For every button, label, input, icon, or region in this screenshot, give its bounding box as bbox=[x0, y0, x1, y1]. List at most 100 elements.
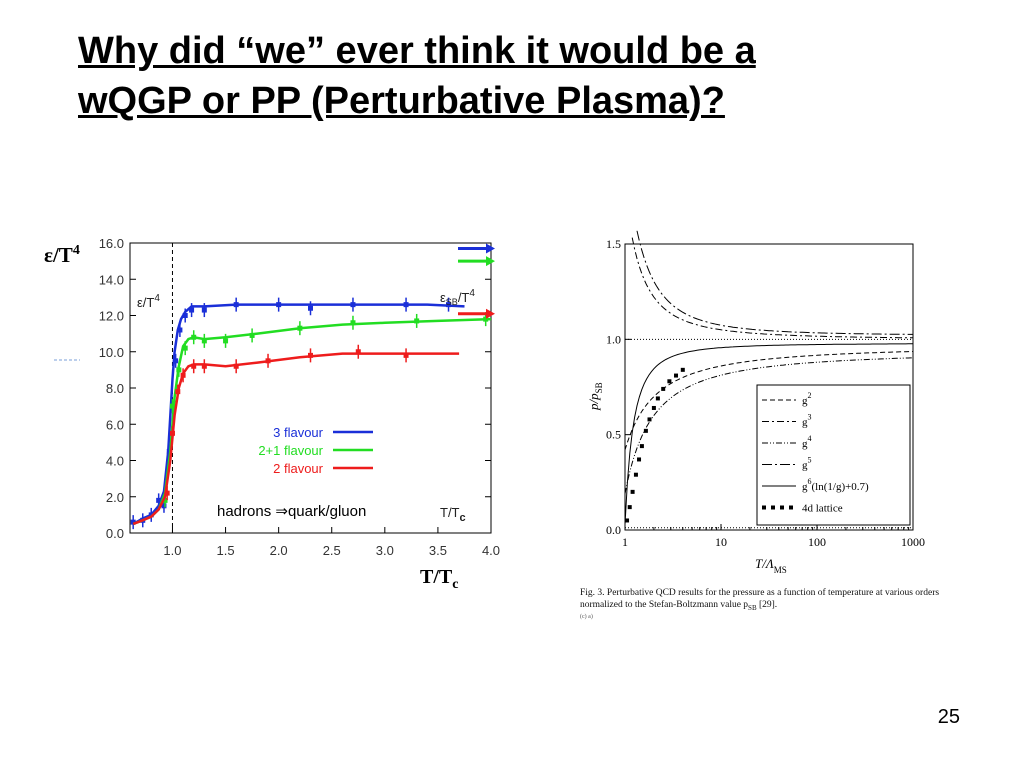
lattice-point bbox=[651, 405, 656, 410]
y-tick-label: 0.0 bbox=[606, 523, 621, 537]
legend-label: g2 bbox=[802, 391, 812, 407]
x-tick-label: 2.0 bbox=[270, 543, 288, 558]
data-point bbox=[182, 345, 188, 351]
data-point bbox=[223, 338, 229, 344]
curve-g2 bbox=[624, 351, 913, 451]
right-x-axis-label: T/ΛMS bbox=[755, 556, 787, 575]
page-number: 25 bbox=[937, 706, 960, 728]
data-point bbox=[191, 363, 197, 369]
sb-arrow-head bbox=[486, 308, 495, 319]
sb-label: εSB/T4 bbox=[440, 288, 475, 307]
lattice-point bbox=[639, 444, 644, 449]
data-point bbox=[483, 316, 489, 322]
right-chart-curves bbox=[624, 230, 914, 529]
data-point bbox=[403, 352, 409, 358]
caption-end: [29]. bbox=[756, 600, 778, 610]
x-tick-label: 3.5 bbox=[429, 543, 447, 558]
y-tick-label: 6.0 bbox=[106, 417, 124, 432]
lattice-point bbox=[667, 379, 672, 384]
left-chart-legend: 3 flavour 2+1 flavour 2 flavour bbox=[258, 425, 373, 476]
right-chart-legend: g2 g3 g4 g5 g6(ln(1/g)+0.7) 4d lattice bbox=[756, 384, 911, 526]
data-point bbox=[265, 358, 271, 364]
y-tick-label: 0.5 bbox=[606, 428, 621, 442]
data-point bbox=[156, 497, 162, 503]
data-point bbox=[161, 503, 167, 509]
lattice-point bbox=[661, 386, 666, 391]
data-point bbox=[177, 327, 183, 333]
data-point bbox=[403, 302, 409, 308]
y-tick-label: 0.0 bbox=[106, 526, 124, 541]
lattice-point bbox=[633, 472, 638, 477]
data-point bbox=[355, 349, 361, 355]
legend-label: 4d lattice bbox=[802, 503, 843, 515]
data-point bbox=[233, 363, 239, 369]
figure-caption: Fig. 3. Perturbative QCD results for the… bbox=[580, 587, 940, 614]
legend-swatch-dot bbox=[789, 505, 793, 510]
data-point bbox=[176, 367, 182, 373]
series-line bbox=[132, 352, 460, 526]
title-line-1: Why did “we” ever think it would be a bbox=[78, 30, 756, 72]
left-x-axis-label: T/Tc bbox=[420, 566, 458, 592]
legend-label: 3 flavour bbox=[273, 425, 324, 440]
data-point bbox=[201, 363, 207, 369]
sb-arrow-head bbox=[486, 243, 495, 254]
right-chart-ticks: 1 10 100 1000 0.0 0.5 1.0 1.5 bbox=[606, 237, 925, 549]
stefan-boltzmann-arrows bbox=[458, 243, 495, 319]
left-chart-ticks: 1.0 1.5 2.0 2.5 3.0 3.5 4.0 0.0 2.0 4.0 6.0 8.0 10.0… bbox=[99, 236, 500, 558]
x-tick-label: 2.5 bbox=[323, 543, 341, 558]
data-point bbox=[180, 372, 186, 378]
lattice-point bbox=[625, 518, 630, 523]
lattice-point bbox=[647, 417, 652, 422]
legend-swatch-dot bbox=[762, 505, 766, 510]
curve-g3 bbox=[631, 237, 913, 339]
data-point bbox=[173, 358, 179, 364]
left-y-axis-label: ε/T4 bbox=[44, 243, 80, 267]
slide-title: Why did “we” ever think it would be a wQ… bbox=[78, 26, 978, 126]
legend-label: g6(ln(1/g)+0.7) bbox=[802, 477, 869, 493]
x-tick-label: 1.5 bbox=[217, 543, 235, 558]
left-inner-x-label: T/Tc bbox=[440, 505, 466, 524]
caption-text: Fig. 3. Perturbative QCD results for the… bbox=[580, 588, 940, 610]
legend-label: g5 bbox=[802, 456, 812, 472]
data-point bbox=[182, 313, 188, 318]
data-point bbox=[169, 403, 175, 409]
data-point bbox=[249, 332, 255, 338]
caption-sub: SB bbox=[748, 603, 757, 612]
legend-box bbox=[756, 384, 911, 526]
y-tick-label: 10.0 bbox=[99, 345, 124, 360]
data-point bbox=[164, 490, 170, 496]
x-tick-label: 1.0 bbox=[163, 543, 181, 558]
lattice-point bbox=[674, 373, 679, 378]
title-line-2: wQGP or PP (Perturbative Plasma)? bbox=[78, 80, 725, 122]
y-tick-label: 4.0 bbox=[106, 454, 124, 469]
lattice-point bbox=[630, 489, 635, 494]
data-point bbox=[233, 302, 239, 308]
lattice-point bbox=[643, 428, 648, 433]
curve-g5 bbox=[636, 230, 913, 335]
x-tick-label: 4.0 bbox=[482, 543, 500, 558]
data-point bbox=[175, 389, 181, 395]
annotation-hadrons-quark-gluon: hadrons ⇒quark/gluon bbox=[217, 503, 366, 520]
y-tick-label: 12.0 bbox=[99, 309, 124, 324]
data-point bbox=[191, 334, 197, 340]
legend-swatch-dot bbox=[780, 505, 784, 510]
legend-label: g3 bbox=[802, 413, 812, 429]
data-point bbox=[297, 325, 303, 331]
lattice-point bbox=[637, 457, 642, 462]
curve-g4 bbox=[624, 357, 914, 494]
caption-fragment: (c) a) bbox=[580, 614, 593, 620]
y-tick-label: 16.0 bbox=[99, 236, 124, 251]
data-point bbox=[201, 338, 207, 344]
data-point bbox=[201, 307, 207, 313]
data-point bbox=[414, 318, 420, 324]
y-tick-label: 14.0 bbox=[99, 272, 124, 287]
legend-label: 2 flavour bbox=[273, 461, 324, 476]
sb-arrow-head bbox=[486, 256, 495, 267]
lattice-point bbox=[627, 505, 632, 510]
data-point bbox=[130, 519, 136, 525]
left-chart-series bbox=[130, 297, 492, 530]
x-tick-label: 100 bbox=[808, 535, 826, 549]
data-point bbox=[446, 302, 452, 308]
lattice-point bbox=[680, 367, 685, 372]
